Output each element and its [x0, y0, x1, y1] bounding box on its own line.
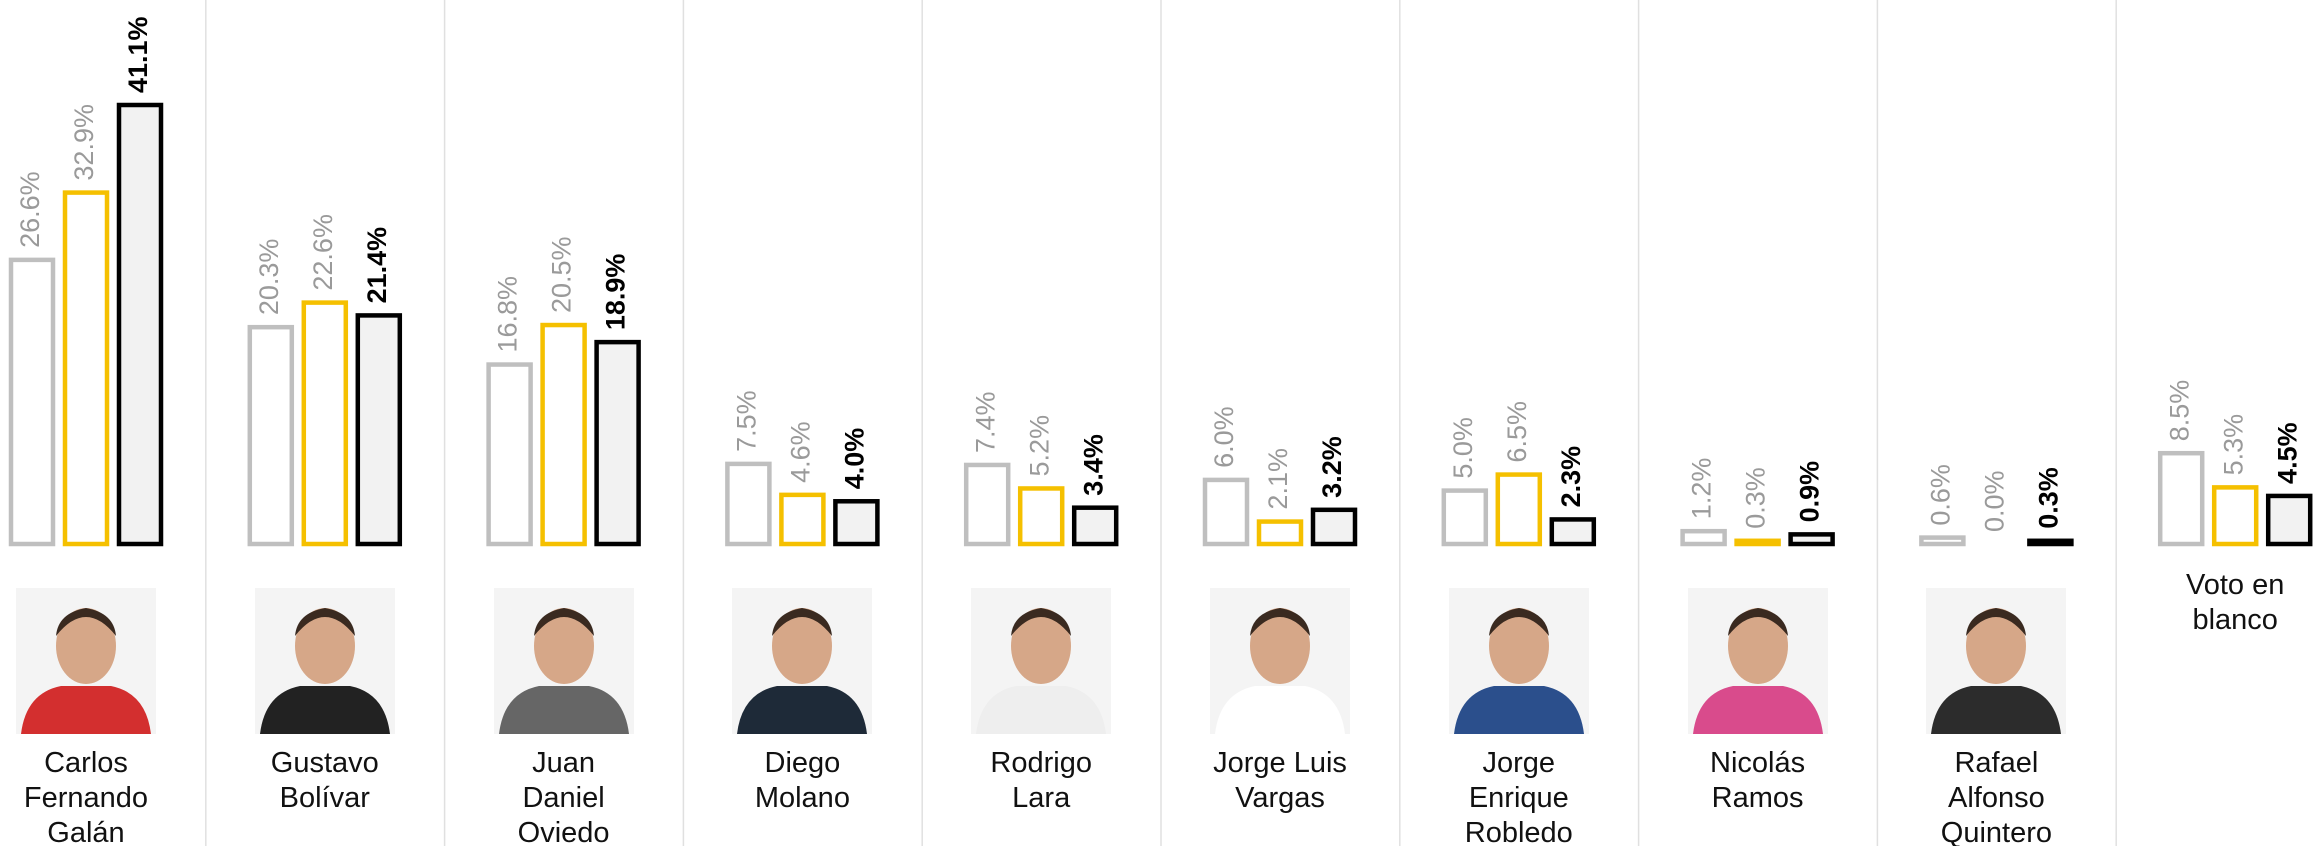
candidate-photo	[1210, 588, 1350, 734]
photo-placeholder	[493, 588, 634, 734]
value-label: 0.3%	[2034, 467, 2064, 529]
x-tick-label: Rafael Alfonso Quintero	[1940, 747, 2052, 846]
photo-placeholder	[1687, 588, 1828, 734]
candidate-photo	[1926, 588, 2067, 734]
x-tick-label: Voto en blanco	[2186, 569, 2285, 636]
value-label: 4.0%	[840, 428, 870, 490]
bar	[540, 322, 587, 547]
photo-placeholder	[1210, 588, 1350, 734]
photo-placeholder	[254, 588, 395, 734]
bar	[486, 362, 533, 547]
candidate-photo	[16, 588, 156, 734]
value-label: 0.3%	[1741, 467, 1771, 529]
bar	[1549, 517, 1597, 547]
photo-placeholder	[732, 588, 873, 734]
value-label: 6.5%	[1502, 401, 1532, 463]
value-label: 8.5%	[2164, 380, 2194, 442]
bar	[247, 324, 295, 547]
value-label: 6.0%	[1209, 406, 1239, 468]
bar	[62, 190, 110, 547]
photo-placeholder	[1448, 588, 1589, 734]
candidate-photo	[971, 588, 1112, 734]
x-tick-label: Carlos Fernando Galán	[23, 747, 149, 846]
value-label: 41.1%	[123, 16, 153, 93]
bar	[1071, 505, 1119, 547]
candidate-photo	[732, 588, 873, 734]
bar	[2157, 450, 2205, 547]
value-label: 5.2%	[1024, 415, 1054, 477]
bar	[833, 499, 880, 547]
bar	[1256, 519, 1304, 547]
x-tick-label: Diego Molano	[754, 747, 850, 814]
bar	[1734, 538, 1781, 547]
value-label: 3.4%	[1078, 434, 1108, 496]
bar	[1680, 528, 1727, 547]
bar	[1919, 535, 1966, 547]
value-label: 22.6%	[308, 214, 338, 291]
candidate-photo	[1448, 588, 1589, 734]
bar	[725, 461, 772, 547]
bar	[2211, 485, 2259, 547]
x-tick-label: Jorge Luis Vargas	[1213, 747, 1347, 814]
value-label: 5.3%	[2218, 414, 2248, 476]
value-label: 2.1%	[1263, 448, 1293, 510]
bar	[1202, 477, 1250, 547]
bar	[301, 300, 349, 547]
bar	[2027, 538, 2074, 547]
bar	[1017, 486, 1065, 547]
bar	[2265, 493, 2313, 547]
bar	[779, 492, 826, 547]
bar	[1310, 507, 1358, 547]
bar	[1441, 488, 1489, 547]
value-label: 16.8%	[493, 276, 523, 353]
candidate-photo	[493, 588, 634, 734]
bar	[963, 462, 1011, 547]
value-label: 1.2%	[1687, 458, 1717, 520]
x-tick-label: Juan Daniel Oviedo	[517, 747, 610, 846]
value-label: 5.0%	[1448, 417, 1478, 479]
bar	[8, 257, 56, 547]
value-label: 4.5%	[2272, 422, 2302, 484]
bar	[116, 102, 164, 547]
candidate-photo	[1687, 588, 1828, 734]
value-label: 4.6%	[786, 421, 816, 483]
bar	[355, 313, 403, 547]
bar	[1788, 532, 1835, 547]
bar	[1495, 472, 1543, 547]
value-label: 7.5%	[732, 390, 762, 452]
value-label: 0.0%	[1980, 470, 2010, 532]
candidate-photo	[254, 588, 395, 734]
value-label: 18.9%	[601, 254, 631, 331]
value-label: 26.6%	[15, 171, 45, 248]
value-label: 20.5%	[547, 236, 577, 313]
photo-placeholder	[1926, 588, 2067, 734]
value-label: 20.3%	[254, 239, 284, 316]
x-tick-label: Gustavo Bolívar	[270, 747, 379, 814]
bar	[594, 339, 641, 547]
value-label: 3.2%	[1317, 436, 1347, 498]
x-tick-label: Rodrigo Lara	[990, 747, 1092, 814]
photo-placeholder	[971, 588, 1112, 734]
value-label: 0.6%	[1926, 464, 1956, 526]
value-label: 7.4%	[970, 391, 1000, 453]
value-label: 2.3%	[1556, 446, 1586, 508]
x-tick-label: Jorge Enrique Robledo	[1464, 747, 1573, 846]
value-label: 32.9%	[69, 104, 99, 181]
value-label: 0.9%	[1795, 461, 1825, 523]
value-label: 21.4%	[362, 227, 392, 304]
photo-placeholder	[16, 588, 156, 734]
x-tick-label: Nicolás Ramos	[1710, 747, 1806, 814]
